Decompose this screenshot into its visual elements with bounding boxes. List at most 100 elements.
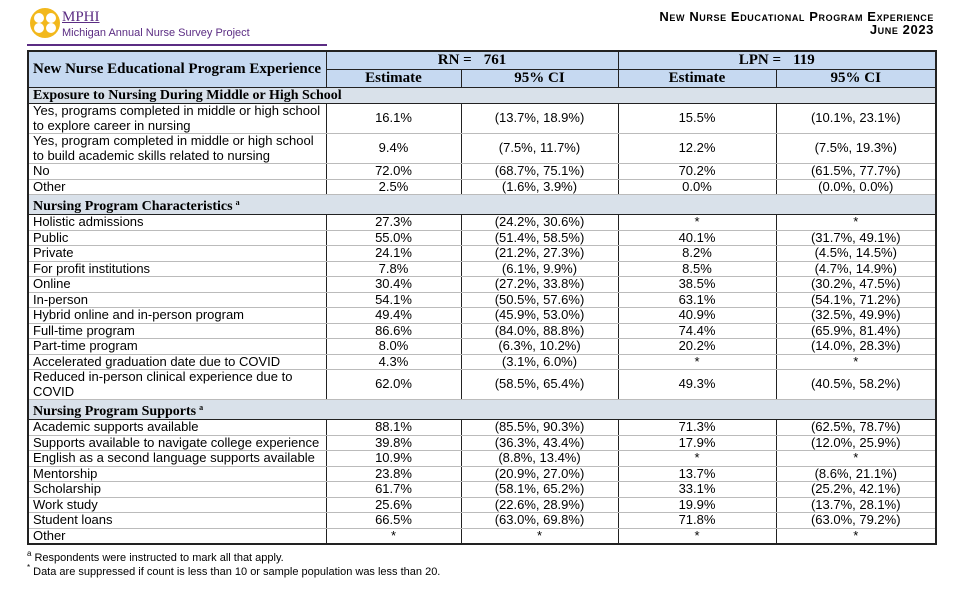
cell-value: (8.8%, 13.4%): [460, 450, 618, 467]
data-row: Academic supports available 88.1% (85.5%, …: [27, 419, 936, 436]
logo-dot: [46, 13, 56, 23]
footnote-mark: a: [27, 549, 32, 558]
cell-value: 19.9%: [617, 497, 776, 513]
logo-rule: [27, 44, 327, 46]
report-title: New Nurse Educational Program Experience…: [659, 10, 934, 36]
data-row: Accelerated graduation date due to COVID…: [27, 354, 936, 370]
cell-value: (36.3%, 43.4%): [460, 435, 618, 451]
data-row: Supports available to navigate college e…: [27, 435, 936, 451]
cell-value: (13.7%, 18.9%): [460, 103, 618, 134]
cell-value: 23.8%: [325, 466, 461, 482]
cell-value: (0.0%, 0.0%): [775, 179, 936, 195]
cell-value: 17.9%: [617, 435, 776, 451]
cell-value: 13.7%: [617, 466, 776, 482]
subcolumn-header: 95% CI: [460, 69, 618, 88]
data-row: Scholarship 61.7% (58.1%, 65.2%) 33.1% (25.2…: [27, 481, 936, 498]
cell-value: *: [325, 528, 461, 545]
section-title: Exposure to Nursing During Middle or Hig…: [27, 87, 936, 104]
title-text: New Nurse Educational Program Experience: [659, 9, 934, 24]
cell-value: (1.6%, 3.9%): [460, 179, 618, 195]
row-label: No: [27, 163, 326, 180]
cell-value: (51.4%, 58.5%): [460, 230, 618, 246]
section-row: Nursing Program Supports a: [27, 399, 936, 420]
cell-value: (22.6%, 28.9%): [460, 497, 618, 513]
cell-value: 63.1%: [617, 292, 776, 308]
row-label: Other: [27, 528, 326, 545]
cell-value: 7.8%: [325, 261, 461, 277]
row-label: Reduced in-person clinical experience du…: [27, 369, 326, 400]
data-row: Reduced in-person clinical experience du…: [27, 369, 936, 400]
logo-circle: [30, 8, 60, 38]
cell-value: *: [617, 354, 776, 370]
cell-value: 88.1%: [325, 419, 461, 436]
row-label: Work study: [27, 497, 326, 513]
cell-value: (21.2%, 27.3%): [460, 245, 618, 262]
group-label: LPN =: [738, 52, 782, 68]
data-row: Yes, program completed in middle or high…: [27, 133, 936, 164]
note-mark: a: [199, 403, 204, 412]
cell-value: (27.2%, 33.8%): [460, 276, 618, 293]
cell-value: (58.1%, 65.2%): [460, 481, 618, 498]
data-row: Hybrid online and in-person program 49.4%…: [27, 307, 936, 324]
cell-value: 49.3%: [617, 369, 776, 400]
cell-value: (68.7%, 75.1%): [460, 163, 618, 180]
data-row: Holistic admissions 27.3% (24.2%, 30.6%) * *: [27, 214, 936, 231]
cell-value: 74.4%: [617, 323, 776, 339]
cell-value: (31.7%, 49.1%): [775, 230, 936, 246]
cell-value: (30.2%, 47.5%): [775, 276, 936, 293]
footnote-text: Respondents were instructed to mark all …: [34, 552, 284, 564]
data-row: Part-time program 8.0% (6.3%, 10.2%) 20.2%(…: [27, 338, 936, 355]
row-label: Accelerated graduation date due to COVID: [27, 354, 326, 370]
cell-value: 72.0%: [325, 163, 461, 180]
row-label: Yes, programs completed in middle or hig…: [27, 103, 326, 134]
cell-value: (62.5%, 78.7%): [775, 419, 936, 436]
footnote: * Data are suppressed if count is less th…: [27, 563, 440, 578]
cell-value: (13.7%, 28.1%): [775, 497, 936, 513]
row-label: Full-time program: [27, 323, 326, 339]
logo-subtitle: Michigan Annual Nurse Survey Project: [62, 27, 250, 39]
cell-value: 71.3%: [617, 419, 776, 436]
cell-value: 8.5%: [617, 261, 776, 277]
row-label: Holistic admissions: [27, 214, 326, 231]
cell-value: 0.0%: [617, 179, 776, 195]
cell-value: 55.0%: [325, 230, 461, 246]
cell-value: (7.5%, 19.3%): [775, 133, 936, 164]
cell-value: (14.0%, 28.3%): [775, 338, 936, 355]
cell-value: 86.6%: [325, 323, 461, 339]
section-row: Nursing Program Characteristics a: [27, 194, 936, 215]
row-label: Mentorship: [27, 466, 326, 482]
cell-value: *: [460, 528, 618, 545]
data-row: No 72.0% (68.7%, 75.1%) 70.2% (61.5%, 77.7%): [27, 163, 936, 180]
cell-value: (45.9%, 53.0%): [460, 307, 618, 324]
group-n: 119: [793, 52, 815, 68]
data-row: Mentorship 23.8% (20.9%, 27.0%) 13.7% (8.6%,…: [27, 466, 936, 482]
footnote-text: Data are suppressed if count is less tha…: [33, 566, 441, 578]
cell-value: (85.5%, 90.3%): [460, 419, 618, 436]
section-title-text: Nursing Program Supports: [33, 404, 197, 419]
logo-dot: [34, 13, 44, 23]
cell-value: *: [775, 214, 936, 231]
cell-value: *: [775, 354, 936, 370]
cell-value: (65.9%, 81.4%): [775, 323, 936, 339]
row-label: Academic supports available: [27, 419, 326, 436]
cell-value: (40.5%, 58.2%): [775, 369, 936, 400]
cell-value: *: [617, 528, 776, 545]
section-title-text: Exposure to Nursing During Middle or Hig…: [33, 88, 342, 103]
cell-value: 27.3%: [325, 214, 461, 231]
data-row: Other * * * *: [27, 528, 936, 545]
data-row: Full-time program 86.6% (84.0%, 88.8%) 74.4…: [27, 323, 936, 339]
data-row: Online 30.4% (27.2%, 33.8%) 38.5% (30.2%, 47…: [27, 276, 936, 293]
row-label: In-person: [27, 292, 326, 308]
cell-value: 39.8%: [325, 435, 461, 451]
header-row: Estimate 95% CI Estimate 95% CI: [28, 69, 936, 88]
note-mark: a: [235, 198, 240, 207]
cell-value: (63.0%, 79.2%): [775, 512, 936, 529]
subcolumn-header: 95% CI: [775, 69, 936, 88]
cell-value: *: [775, 450, 936, 467]
cell-value: 30.4%: [325, 276, 461, 293]
cell-value: (63.0%, 69.8%): [460, 512, 618, 529]
cell-value: (84.0%, 88.8%): [460, 323, 618, 339]
cell-value: 38.5%: [617, 276, 776, 293]
cell-value: *: [617, 450, 776, 467]
